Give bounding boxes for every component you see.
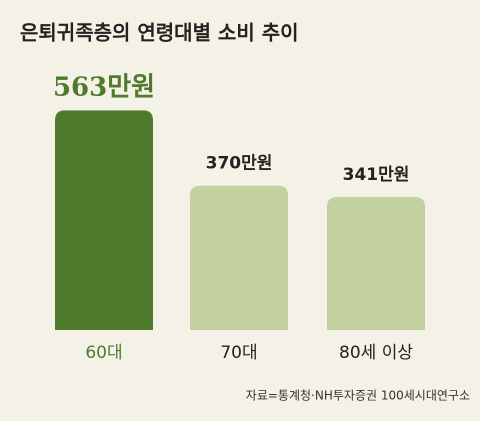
x-tick-label: 70대 [220, 343, 257, 363]
chart-title: 은퇴귀족층의 연령대별 소비 추이 [20, 21, 299, 45]
bar [327, 197, 425, 330]
bar [55, 110, 153, 331]
x-tick-label: 80세 이상 [339, 343, 413, 363]
value-label: 563만원 [53, 72, 155, 102]
bar [190, 185, 288, 330]
source: 자료=통계청·NH투자증권 100세시대연구소 [246, 389, 470, 403]
value-label: 370만원 [206, 154, 273, 174]
value-label: 341만원 [343, 165, 410, 185]
x-tick-label: 60대 [85, 343, 122, 363]
